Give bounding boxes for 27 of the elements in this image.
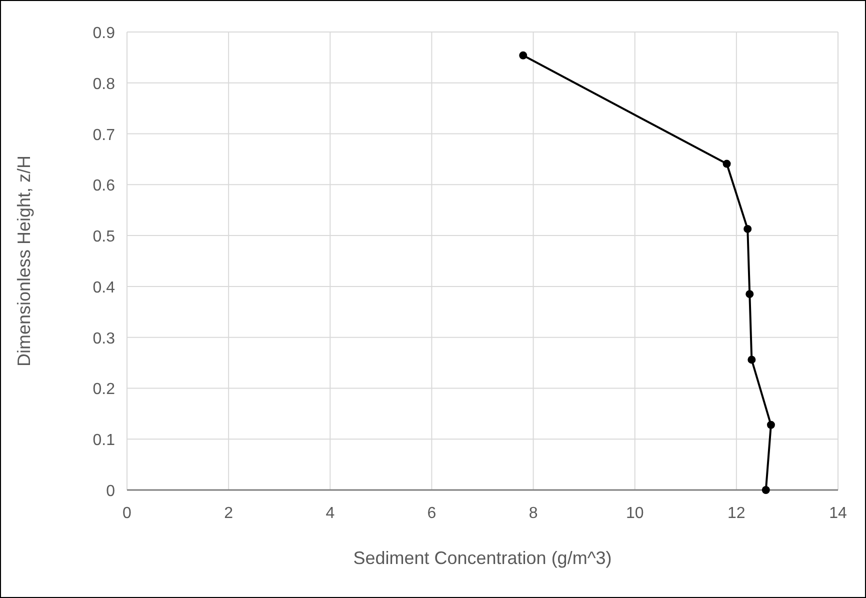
y-tick-label: 0.3	[92, 330, 116, 348]
x-tick-label: 0	[122, 505, 132, 522]
y-tick-label: 0.8	[92, 76, 116, 93]
y-tick-label: 0.1	[92, 432, 116, 450]
x-tick-label: 2	[224, 505, 234, 522]
x-tick-label: 8	[528, 505, 538, 522]
point	[766, 420, 775, 429]
y-tick-label: 0	[106, 483, 116, 500]
x-axis-title: Sediment Concentration (g/m^3)	[353, 548, 612, 568]
y-tick-label: 0.7	[92, 126, 116, 144]
x-tick-label: 10	[626, 505, 644, 522]
x-tick-label: 12	[728, 505, 746, 522]
y-tick-label: 0.5	[92, 228, 116, 246]
y-tick-label: 0.2	[92, 381, 116, 398]
point	[519, 51, 528, 60]
y-axis-title: Dimensionless Height, z/H	[14, 155, 34, 367]
x-tick-label: 14	[829, 505, 847, 522]
point	[722, 160, 731, 168]
point	[746, 290, 754, 298]
x-tick-label: 6	[427, 505, 436, 522]
x-tick-label: 4	[326, 505, 335, 522]
point	[744, 224, 752, 233]
y-tick-label: 0.9	[92, 25, 116, 42]
y-tick-label: 0.4	[92, 279, 116, 296]
y-tick-label: 0.6	[92, 178, 116, 195]
point	[748, 356, 756, 364]
point	[762, 486, 770, 494]
